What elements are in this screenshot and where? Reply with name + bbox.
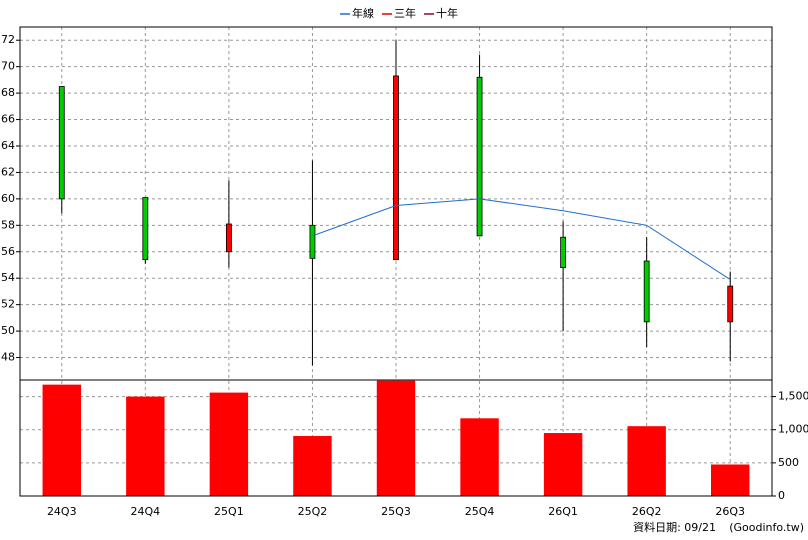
candle-body (727, 285, 734, 323)
volume-bar (543, 433, 583, 496)
y2-tick-label: 1,000 (778, 423, 808, 436)
x-tick-label: 25Q1 (214, 505, 244, 518)
volume-bar (209, 392, 249, 496)
y-tick-label: 56 (1, 245, 15, 258)
y-tick-label: 58 (1, 218, 15, 231)
x-tick-label: 25Q4 (465, 505, 495, 518)
date-label: 資料日期: 09/21 (633, 520, 716, 534)
candle-body (393, 75, 399, 261)
volume-bar (460, 418, 499, 496)
volume-bar (126, 396, 165, 496)
candle-body (142, 197, 149, 261)
y-tick-label: 66 (1, 113, 15, 126)
volume-bar (42, 384, 81, 496)
x-tick-label: 26Q1 (548, 505, 578, 518)
source: (Goodinfo.tw) (729, 521, 804, 534)
y-tick-label: 62 (1, 165, 15, 178)
volume-bar (711, 464, 750, 496)
x-tick-label: 26Q2 (632, 505, 662, 518)
legend-label: 年線 (352, 6, 374, 20)
y-tick-label: 54 (1, 271, 15, 284)
volume-bar (627, 426, 666, 496)
y-tick-label: 52 (1, 298, 15, 311)
legend-label: 十年 (436, 6, 458, 20)
y-tick-label: 60 (1, 192, 15, 205)
y-tick-label: 48 (1, 351, 15, 364)
volume-bar (293, 436, 332, 496)
candle-body (309, 224, 316, 259)
volume-bar (376, 380, 416, 496)
x-tick-label: 24Q3 (47, 505, 77, 518)
x-tick-label: 25Q2 (298, 505, 328, 518)
x-tick-label: 26Q3 (715, 505, 745, 518)
y-tick-label: 68 (1, 86, 15, 99)
x-tick-label: 24Q4 (131, 505, 161, 518)
y2-tick-label: 1,500 (778, 390, 808, 403)
y-tick-label: 70 (1, 60, 15, 73)
y2-tick-label: 0 (778, 489, 785, 502)
y-tick-label: 50 (1, 324, 15, 337)
line-series (312, 198, 731, 280)
candle-body (58, 86, 65, 200)
y2-tick-label: 500 (778, 456, 799, 469)
plot-frame (19, 26, 773, 497)
candle-body (476, 76, 483, 237)
y-tick-label: 72 (1, 33, 15, 46)
x-tick-label: 25Q3 (381, 505, 411, 518)
legend-label: 三年 (394, 6, 416, 20)
y-tick-label: 64 (1, 139, 15, 152)
candle-body (225, 223, 232, 253)
candle-body (560, 236, 567, 269)
candle-body (643, 260, 650, 323)
